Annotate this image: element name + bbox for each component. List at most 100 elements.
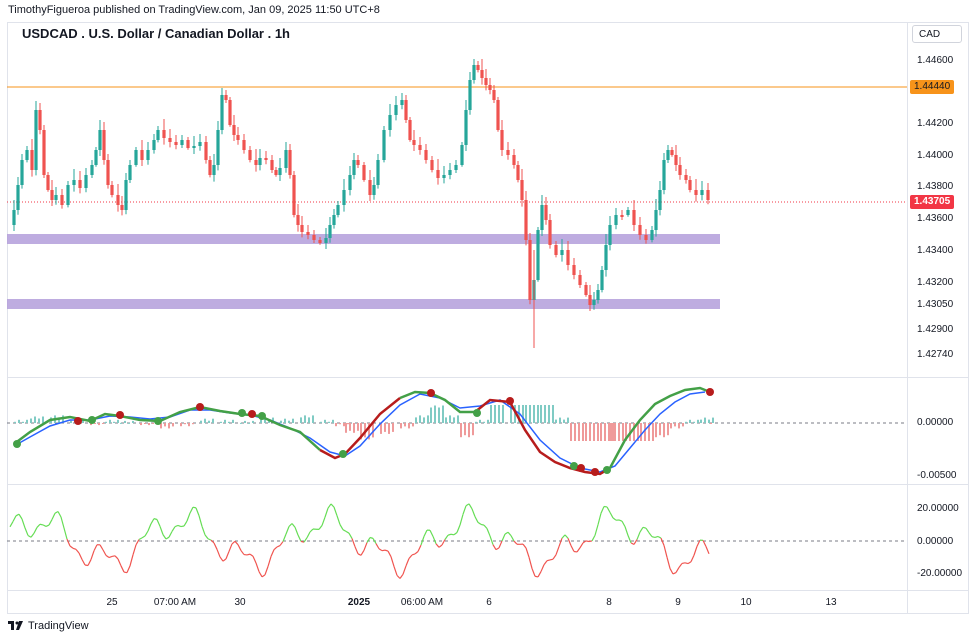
candle-body bbox=[536, 230, 540, 280]
candle-body bbox=[180, 140, 184, 145]
histogram-bar bbox=[172, 423, 174, 427]
momentum-line-segment bbox=[318, 525, 323, 530]
candle-body bbox=[236, 135, 240, 140]
histogram-bar bbox=[659, 423, 661, 436]
histogram-bar bbox=[468, 423, 470, 438]
momentum-line-segment bbox=[645, 527, 650, 534]
crossover-dot bbox=[196, 403, 204, 411]
histogram-bar bbox=[487, 419, 489, 423]
momentum-line-segment bbox=[291, 523, 296, 528]
momentum-line-segment bbox=[687, 561, 692, 565]
candle-body bbox=[554, 245, 558, 255]
momentum-line-segment bbox=[495, 547, 500, 551]
candle-body bbox=[90, 165, 94, 175]
tradingview-logo[interactable]: TradingView bbox=[8, 620, 89, 632]
momentum-line-segment bbox=[138, 537, 143, 541]
candle-body bbox=[336, 205, 340, 215]
momentum-line-segment bbox=[546, 559, 551, 562]
histogram-bar bbox=[710, 423, 712, 424]
candle-body bbox=[284, 150, 288, 168]
histogram-bar bbox=[412, 423, 414, 427]
momentum-line-segment bbox=[360, 550, 365, 556]
logo-text: TradingView bbox=[28, 620, 89, 632]
momentum-line-segment bbox=[486, 528, 491, 537]
momentum-line-segment bbox=[99, 544, 104, 551]
momentum-line-segment bbox=[30, 532, 35, 538]
momentum-line-segment bbox=[693, 546, 698, 556]
candle-body bbox=[448, 170, 452, 175]
momentum-line-segment bbox=[396, 574, 401, 579]
momentum-line-segment bbox=[393, 566, 398, 576]
momentum-line-segment bbox=[201, 526, 206, 536]
momentum-line-segment bbox=[36, 523, 41, 528]
momentum-line-segment bbox=[354, 546, 359, 555]
momentum-line-segment bbox=[339, 524, 344, 531]
momentum-line-segment bbox=[660, 537, 665, 546]
time-axis-label: 07:00 AM bbox=[153, 597, 197, 608]
histogram-bar bbox=[475, 421, 477, 423]
momentum-line-segment bbox=[705, 546, 710, 555]
histogram-bar bbox=[117, 419, 119, 423]
momentum-line-segment bbox=[690, 555, 695, 563]
pane-divider[interactable] bbox=[7, 377, 969, 378]
momentum-line-segment bbox=[102, 549, 107, 556]
support-zone-lower bbox=[7, 299, 720, 309]
histogram-bar bbox=[415, 417, 417, 423]
histogram-bar bbox=[113, 421, 115, 423]
candle-body bbox=[306, 232, 310, 235]
candle-body bbox=[620, 215, 624, 217]
momentum-line-segment bbox=[309, 528, 314, 533]
momentum-line-segment bbox=[429, 529, 434, 537]
histogram-bar bbox=[670, 423, 672, 429]
histogram-bar bbox=[18, 419, 20, 423]
time-axis-label: 06:00 AM bbox=[400, 597, 444, 608]
crossover-dot bbox=[74, 417, 82, 425]
momentum-line-segment bbox=[366, 537, 371, 543]
histogram-bar bbox=[708, 419, 710, 423]
momentum-line-segment bbox=[642, 526, 647, 529]
momentum-line-segment bbox=[411, 553, 416, 556]
candle-body bbox=[242, 140, 246, 150]
symbol-title[interactable]: USDCAD . U.S. Dollar / Canadian Dollar .… bbox=[22, 26, 290, 41]
histogram-bar bbox=[445, 417, 447, 423]
momentum-line-segment bbox=[408, 554, 413, 559]
histogram-bar bbox=[567, 417, 569, 423]
time-axis-label: 8 bbox=[606, 597, 612, 608]
currency-button[interactable]: CAD bbox=[912, 25, 962, 43]
histogram-bar bbox=[148, 423, 150, 426]
histogram-bar bbox=[667, 423, 669, 436]
momentum-line-segment bbox=[81, 559, 86, 566]
momentum-line-segment bbox=[114, 555, 119, 560]
histogram-bar bbox=[26, 419, 28, 423]
candle-body bbox=[436, 170, 440, 178]
oscillator-line bbox=[319, 397, 401, 460]
histogram-bar bbox=[633, 423, 635, 441]
momentum-line-segment bbox=[636, 531, 641, 540]
histogram-bar bbox=[537, 405, 539, 423]
histogram-bar bbox=[618, 423, 620, 441]
momentum-line-segment bbox=[303, 537, 308, 543]
histogram-bar bbox=[685, 421, 687, 423]
candle-body bbox=[524, 200, 528, 240]
momentum-line-segment bbox=[153, 518, 158, 521]
momentum-line-segment bbox=[585, 540, 590, 543]
candle-body bbox=[388, 115, 392, 130]
histogram-bar bbox=[105, 421, 107, 423]
momentum-line-segment bbox=[471, 508, 476, 517]
candle-body bbox=[464, 110, 468, 145]
candle-body bbox=[480, 70, 484, 78]
momentum-line-segment bbox=[444, 534, 449, 540]
histogram-bar bbox=[260, 419, 262, 423]
candle-body bbox=[694, 190, 698, 195]
candle-body bbox=[124, 180, 128, 210]
candle-body bbox=[418, 145, 422, 150]
candle-body bbox=[560, 250, 564, 255]
candle-body bbox=[614, 215, 618, 225]
momentum-line-segment bbox=[189, 506, 194, 514]
histogram-bar bbox=[228, 421, 230, 423]
histogram-bar bbox=[578, 423, 580, 441]
pane-divider[interactable] bbox=[7, 484, 969, 485]
candle-body bbox=[600, 270, 604, 290]
histogram-bar bbox=[332, 419, 334, 423]
